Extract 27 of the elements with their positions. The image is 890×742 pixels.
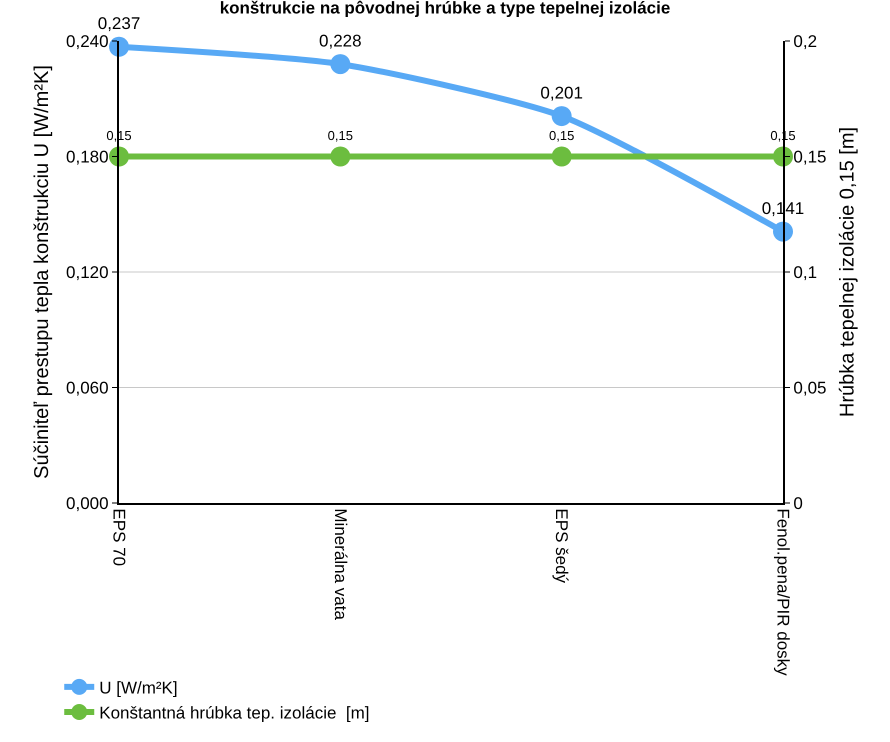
y2-tick-label: 0,2	[793, 32, 818, 51]
data-label: 0,15	[549, 128, 574, 143]
y-axis-title: Súčiniteľ prestupu tepla konštrukciu U [W/m²K]	[31, 65, 54, 479]
x-tick-label: Minerálna vata	[330, 508, 350, 620]
point	[109, 36, 129, 57]
y2-tick-label: 0	[793, 494, 803, 513]
y2-tick-label: 0,15	[793, 147, 826, 166]
chart-title: konštrukcie na pôvodnej hrúbke a type tepelnej izolácie	[220, 0, 670, 18]
data-label: 0,201	[540, 83, 583, 102]
data-label: 0,237	[98, 14, 140, 34]
data-label: 0,15	[328, 128, 353, 143]
point	[552, 106, 572, 126]
point	[330, 54, 350, 74]
x-tick-label: EPS šedý	[552, 508, 572, 584]
y2-tick-label: 0,1	[793, 262, 818, 282]
y-tick-label: 0,240	[66, 32, 109, 51]
y-tick-label: 0,120	[66, 262, 109, 282]
x-tick-label: Fenol.pena/PIR dosky	[773, 508, 792, 676]
y-tick-label: 0,060	[66, 378, 109, 398]
y2-axis-title: Hrúbka tepelnej izolácie 0,15 [m]	[836, 126, 858, 418]
data-label: 0,228	[319, 31, 362, 50]
y2-tick-label: 0,05	[793, 378, 826, 398]
y-tick-label: 0,180	[66, 147, 109, 166]
x-tick-label: EPS 70	[109, 508, 128, 566]
y-tick-label: 0,000	[66, 494, 109, 513]
legend-label: U [W/m²K]	[99, 678, 178, 698]
legend-label: Konštantná hrúbka tep. izolácie [m]	[99, 704, 370, 723]
